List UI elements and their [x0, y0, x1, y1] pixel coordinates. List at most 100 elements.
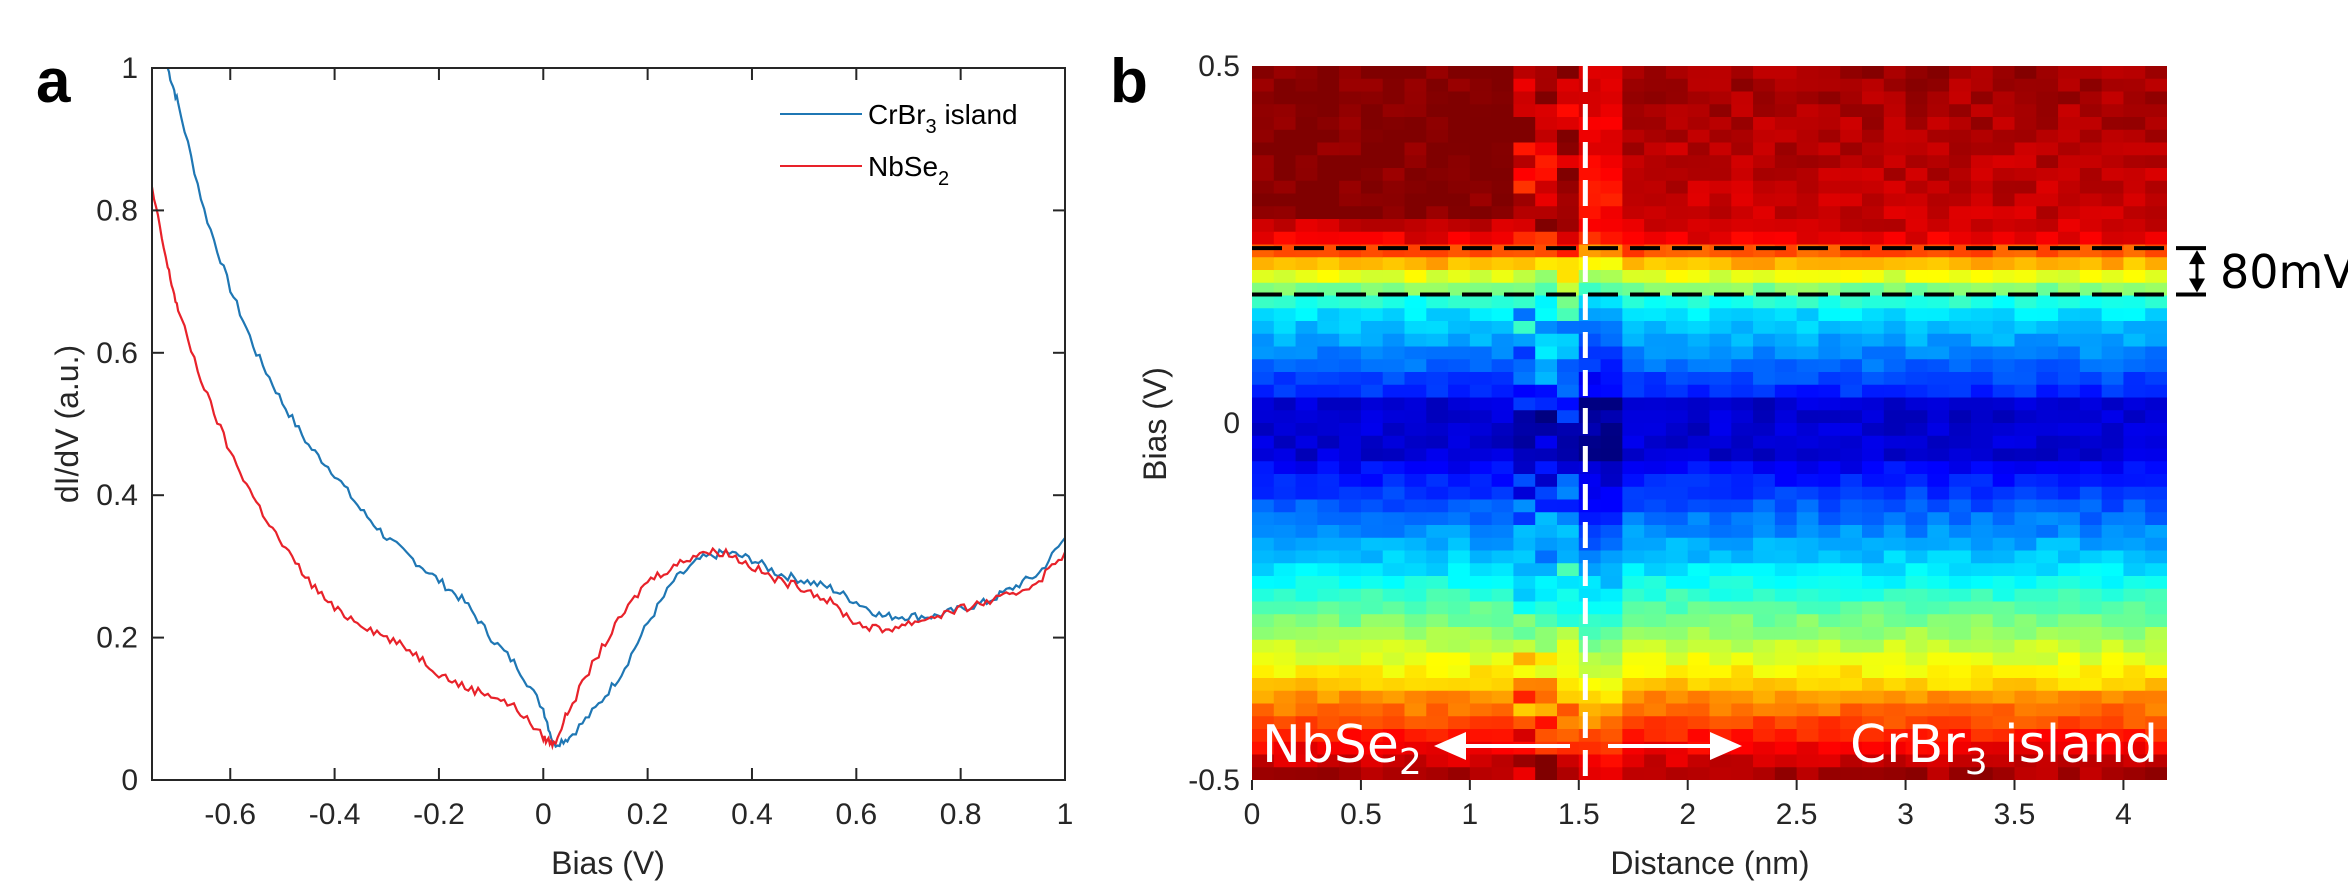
heatmap-cell	[1426, 219, 1449, 233]
heatmap-cell	[1796, 665, 1820, 679]
heatmap-cell	[1317, 435, 1340, 450]
heatmap-cell	[1622, 206, 1645, 220]
heatmap-cell	[2036, 193, 2059, 207]
heatmap-cell	[1622, 117, 1645, 131]
heatmap-cell	[1317, 168, 1340, 182]
heatmap-cell	[1360, 563, 1384, 577]
heatmap-cell	[1687, 231, 1711, 246]
heatmap-cell	[1557, 525, 1580, 539]
heatmap-cell	[1927, 104, 1950, 118]
heatmap-cell	[1665, 767, 1689, 780]
heatmap-cell	[1905, 193, 1928, 207]
heatmap-cell	[1774, 129, 1798, 144]
heatmap-cell	[1252, 206, 1275, 220]
heatmap-cell	[1491, 193, 1515, 207]
heatmap-cell	[1665, 486, 1689, 501]
heatmap-cell	[1970, 78, 1994, 93]
heatmap-cell	[1339, 588, 1362, 603]
heatmap-cell	[1796, 537, 1820, 552]
heatmap-cell	[2058, 754, 2081, 768]
heatmap-cell	[1753, 550, 1776, 564]
heatmap-cell	[1905, 231, 1928, 246]
heatmap-cell	[1317, 461, 1340, 475]
heatmap-cell	[1796, 117, 1820, 131]
heatmap-cell	[1883, 435, 1907, 450]
heatmap-cell	[1840, 767, 1863, 780]
heatmap-cell	[1665, 754, 1689, 768]
heatmap-cell	[1687, 576, 1711, 590]
heatmap-cell	[1992, 142, 2016, 156]
heatmap-cell	[1818, 474, 1841, 488]
heatmap-cell	[2036, 767, 2059, 780]
heatmap-cell	[1883, 155, 1907, 169]
heatmap-cell	[1862, 550, 1885, 564]
heatmap-cell	[1535, 180, 1558, 195]
heatmap-cell	[1491, 741, 1515, 756]
heatmap-cell	[1622, 168, 1645, 182]
heatmap-cell	[1687, 155, 1711, 169]
heatmap-cell	[2058, 741, 2081, 756]
heatmap-cell	[1927, 729, 1950, 743]
heatmap-cell	[1970, 384, 1994, 399]
heatmap-cell	[1992, 678, 2016, 692]
y-tick-label: -0.5	[1188, 764, 1240, 797]
heatmap-cell	[1535, 117, 1558, 131]
heatmap-cell	[1448, 627, 1471, 641]
heatmap-cell	[1774, 601, 1798, 615]
heatmap-cell	[1883, 461, 1907, 475]
heatmap-cell	[1644, 180, 1667, 195]
heatmap-cell	[1949, 537, 1972, 552]
heatmap-cell	[1883, 346, 1907, 360]
heatmap-cell	[1295, 652, 1318, 666]
heatmap-cell	[1644, 461, 1667, 475]
heatmap-cell	[1360, 627, 1384, 641]
heatmap-cell	[2123, 537, 2146, 552]
heatmap-cell	[1513, 155, 1536, 169]
heatmap-cell	[1796, 486, 1820, 501]
heatmap-cell	[1753, 729, 1776, 743]
heatmap-cell	[1448, 703, 1471, 717]
panel-a-axes-frame	[151, 67, 1066, 781]
heatmap-cell	[1992, 219, 2016, 233]
heatmap-cell	[1927, 537, 1950, 552]
heatmap-cell	[1949, 601, 1972, 615]
heatmap-cell	[1317, 117, 1340, 131]
heatmap-cell	[2101, 461, 2125, 475]
heatmap-cell	[1992, 397, 2016, 411]
heatmap-cell	[1535, 588, 1558, 603]
heatmap-cell	[1600, 690, 1623, 705]
heatmap-cell	[1840, 257, 1863, 271]
heatmap-cell	[1883, 588, 1907, 603]
heatmap-cell	[1731, 359, 1754, 373]
heatmap-cell	[1992, 754, 2016, 768]
heatmap-cell	[1426, 257, 1449, 271]
heatmap-cell	[2036, 142, 2059, 156]
heatmap-cell	[2036, 397, 2059, 411]
heatmap-cell	[1905, 295, 1928, 309]
heatmap-cell	[1774, 729, 1798, 743]
heatmap-cell	[1317, 639, 1340, 654]
heatmap-cell	[1513, 690, 1536, 705]
heatmap-cell	[1426, 423, 1449, 437]
heatmap-cell	[1535, 767, 1558, 780]
heatmap-cell	[1709, 474, 1732, 488]
heatmap-cell	[1970, 359, 1994, 373]
heatmap-cell	[2079, 359, 2103, 373]
heatmap-cell	[1862, 614, 1885, 628]
heatmap-cell	[1295, 550, 1318, 564]
heatmap-cell	[1469, 206, 1493, 220]
heatmap-cell	[1753, 155, 1776, 169]
heatmap-cell	[1360, 142, 1384, 156]
x-tick-label: 2.5	[1776, 798, 1818, 831]
heatmap-cell	[2123, 423, 2146, 437]
heatmap-cell	[1818, 295, 1841, 309]
heatmap-cell	[1709, 333, 1732, 348]
heatmap-cell	[1360, 614, 1384, 628]
heatmap-cell	[2101, 448, 2125, 462]
heatmap-cell	[1252, 410, 1275, 424]
heatmap-cell	[1426, 499, 1449, 513]
heatmap-cell	[1578, 678, 1602, 692]
heatmap-cell	[1426, 601, 1449, 615]
heatmap-cell	[1273, 219, 1297, 233]
heatmap-cell	[2145, 741, 2167, 756]
